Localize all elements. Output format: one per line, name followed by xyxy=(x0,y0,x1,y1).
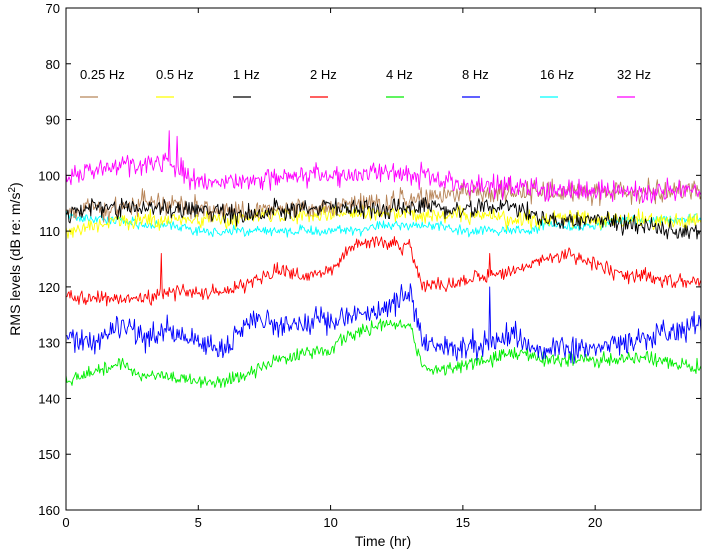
legend-label: 1 Hz xyxy=(233,67,260,82)
y-tick-label: 140 xyxy=(38,391,60,406)
y-axis-title-end: ) xyxy=(7,182,23,187)
legend: 0.25 Hz 0.5 Hz 1 Hz 2 Hz 4 Hz 8 Hz 16 Hz 32 Hz xyxy=(80,67,651,98)
x-tick-label: 0 xyxy=(62,515,69,530)
y-tick-label: 80 xyxy=(46,57,60,72)
legend-label: 8 Hz xyxy=(462,67,489,82)
x-tick-label: 10 xyxy=(323,515,337,530)
y-tick-label: 90 xyxy=(46,113,60,128)
series-line-16-hz xyxy=(66,210,701,238)
y-tick-label: 150 xyxy=(38,447,60,462)
legend-label: 4 Hz xyxy=(386,67,413,82)
legend-label: 32 Hz xyxy=(617,67,651,82)
x-axis-title: Time (hr) xyxy=(355,533,411,549)
series-line-4-hz xyxy=(66,318,701,389)
y-axis-title-main: RMS levels (dB re: m/s xyxy=(7,193,23,336)
legend-label: 0.5 Hz xyxy=(156,67,194,82)
y-tick-label: 110 xyxy=(39,224,60,239)
y-axis-title-superscript: 2 xyxy=(7,187,18,193)
series-layer xyxy=(66,130,701,389)
y-tick-label: 100 xyxy=(38,168,60,183)
series-line-2-hz xyxy=(66,236,701,307)
x-tick-label: 20 xyxy=(588,515,602,530)
series-line-1-hz xyxy=(66,196,701,240)
series-line-32-hz xyxy=(66,130,701,204)
series-line-0-25-hz xyxy=(66,177,701,223)
series-line-8-hz xyxy=(66,283,701,364)
legend-label: 16 Hz xyxy=(540,67,574,82)
y-tick-label: 70 xyxy=(46,1,60,16)
plot-frame xyxy=(65,7,702,511)
x-axis: 0 5 10 15 20 xyxy=(62,8,602,530)
y-tick-label: 120 xyxy=(38,280,60,295)
legend-label: 0.25 Hz xyxy=(80,67,125,82)
y-axis-title: RMS levels (dB re: m/s2) xyxy=(7,182,23,335)
y-tick-label: 160 xyxy=(38,503,60,518)
x-tick-label: 15 xyxy=(456,515,470,530)
y-axis: 70 80 90 100 110 120 130 140 150 160 xyxy=(38,1,701,518)
legend-label: 2 Hz xyxy=(310,67,337,82)
x-tick-label: 5 xyxy=(195,515,202,530)
y-tick-label: 130 xyxy=(38,336,60,351)
